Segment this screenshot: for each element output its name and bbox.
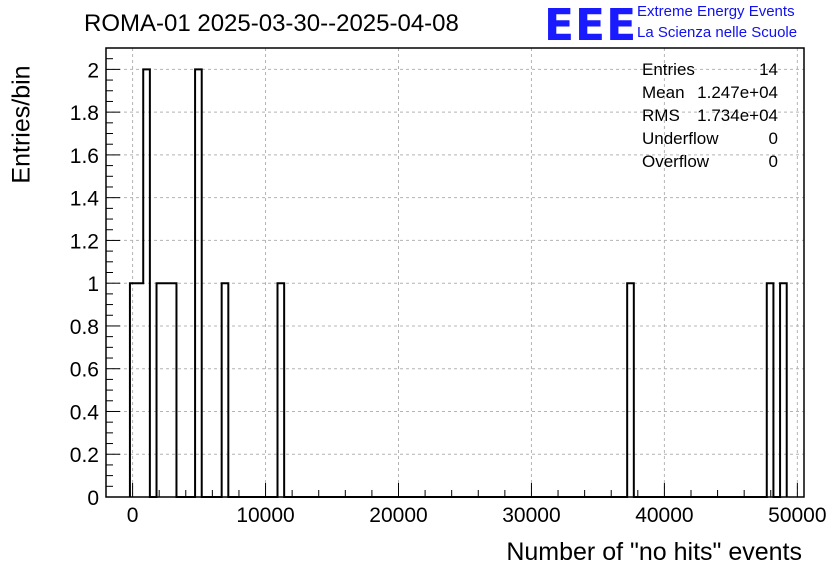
y-tick-label: 1.4: [70, 188, 100, 211]
y-tick-label: 0: [87, 487, 99, 510]
x-tick-label: 10000: [236, 504, 294, 527]
y-tick-label: 0.4: [70, 401, 100, 424]
stat-row-entries: Entries 14: [642, 60, 778, 83]
histogram-bin: [130, 283, 143, 497]
stat-label: Underflow: [642, 129, 719, 148]
x-tick-label: 20000: [369, 504, 427, 527]
stat-row-underflow: Underflow 0: [642, 129, 778, 152]
stat-row-rms: RMS 1.734e+04: [642, 106, 778, 129]
eee-logo: EEE: [544, 0, 638, 51]
y-tick-label: 0.8: [70, 316, 99, 339]
x-tick-label: 30000: [502, 504, 560, 527]
x-axis-label: Number of "no hits" events: [506, 538, 802, 566]
x-tick-label: 40000: [635, 504, 693, 527]
chart-title: ROMA-01 2025-03-30--2025-04-08: [84, 10, 459, 37]
y-tick-label: 1.6: [70, 145, 99, 168]
histogram-bin: [157, 283, 177, 497]
stat-row-mean: Mean 1.247e+04: [642, 83, 778, 106]
logo-line-2: La Scienza nelle Scuole: [637, 24, 798, 41]
x-tick-label: 50000: [768, 504, 826, 527]
stat-value: 1.247e+04: [697, 83, 778, 102]
y-axis-label: Entries/bin: [7, 65, 36, 184]
stat-value: 14: [759, 60, 778, 79]
stat-value: 0: [768, 152, 778, 171]
logo-line-1: Extreme Energy Events: [637, 3, 795, 20]
stat-value: 1.734e+04: [697, 106, 778, 125]
y-tick-label: 1.2: [70, 230, 99, 253]
y-tick-label: 1: [87, 273, 99, 296]
y-tick-label: 0.6: [70, 359, 99, 382]
stat-label: Entries: [642, 60, 695, 79]
stats-box: Entries 14 Mean 1.247e+04 RMS 1.734e+04 …: [642, 60, 778, 175]
stat-label: Mean: [642, 83, 685, 102]
y-tick-label: 1.8: [70, 102, 99, 125]
y-tick-label: 0.2: [70, 444, 99, 467]
x-tick-label: 0: [127, 504, 139, 527]
stat-label: RMS: [642, 106, 680, 125]
stat-row-overflow: Overflow 0: [642, 152, 778, 175]
stat-value: 0: [768, 129, 778, 148]
y-tick-label: 2: [87, 59, 99, 82]
stat-label: Overflow: [642, 152, 710, 171]
